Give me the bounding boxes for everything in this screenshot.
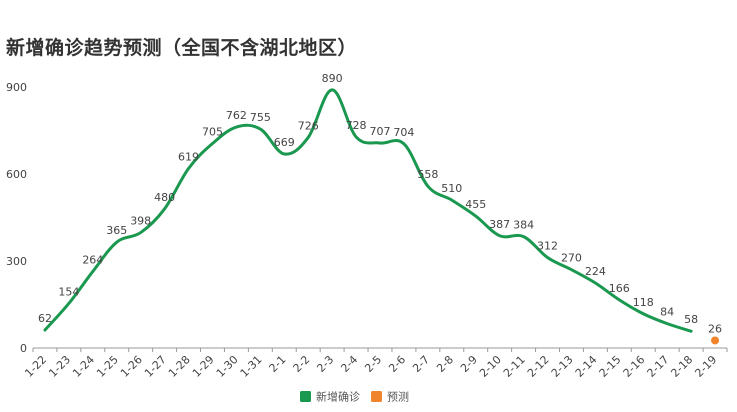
data-label: 365 [106,224,127,237]
series-layer [43,88,720,345]
legend-item[interactable]: 新增确诊 [300,390,360,404]
x-tick-label: 2-1 [267,353,289,375]
data-label: 455 [465,198,486,211]
data-label: 224 [585,265,606,278]
x-tick-label: 2-12 [525,353,552,380]
x-tick-label: 1-24 [70,353,97,380]
y-tick-label: 300 [6,255,27,268]
x-tick-label: 1-31 [238,353,265,380]
data-label: 728 [346,119,367,132]
x-tick-label: 2-19 [692,353,719,380]
data-label: 726 [298,119,319,132]
legend[interactable]: 新增确诊 预测 [300,390,409,404]
x-tick-label: 1-28 [166,353,193,380]
data-label: 762 [226,109,247,122]
data-label: 890 [322,72,343,85]
x-tick-label: 2-18 [668,353,695,380]
data-label: 62 [38,312,52,325]
x-tick-label: 2-11 [501,353,528,380]
x-tick-label: 1-25 [94,353,121,380]
y-tick-label: 900 [6,81,27,94]
data-label: 619 [178,150,199,163]
x-tick-label: 1-27 [142,353,169,380]
x-tick-label: 2-17 [645,353,672,380]
data-label: 707 [370,125,391,138]
legend-label: 新增确诊 [316,390,360,404]
data-label: 384 [513,219,534,232]
y-tick-label: 600 [6,168,27,181]
data-label: 270 [561,252,582,265]
x-tick-label: 2-15 [597,353,624,380]
x-tick-label: 2-6 [386,353,408,375]
x-tick-label: 1-29 [190,353,217,380]
data-label: 166 [609,282,630,295]
chart-title: 新增确诊趋势预测（全国不含湖北地区） [6,37,358,59]
x-tick-label: 2-2 [291,353,313,375]
y-tick-label: 0 [20,342,27,355]
legend-item[interactable]: 预测 [371,391,409,404]
x-axis: 1-221-231-241-251-261-271-281-291-301-31… [22,347,728,380]
x-tick-label: 1-22 [22,353,49,380]
data-label: 558 [417,168,438,181]
data-label: 510 [441,182,462,195]
data-label: 118 [633,296,654,309]
data-label: 704 [393,126,414,139]
x-tick-label: 2-5 [362,353,384,375]
x-tick-label: 2-8 [434,353,456,375]
x-tick-label: 2-16 [621,353,648,380]
x-tick-label: 2-14 [573,353,600,380]
legend-label: 预测 [387,391,409,404]
x-tick-label: 2-7 [410,353,432,375]
x-tick-label: 1-26 [118,353,145,380]
legend-swatch [300,391,311,402]
data-label: 387 [489,218,510,231]
data-label: 154 [58,285,79,298]
forecast-point [711,336,720,345]
data-label: 705 [202,126,223,139]
data-label: 755 [250,111,271,124]
data-label: 398 [130,215,151,228]
data-label: 480 [154,191,175,204]
x-tick-label: 1-23 [46,353,73,380]
legend-swatch [371,391,382,402]
data-label: 264 [82,253,103,266]
y-axis: 0 300 600 900 [6,81,27,355]
series-line-actual [43,88,693,333]
data-label: 669 [274,136,295,149]
data-label: 312 [537,240,558,253]
x-tick-label: 2-3 [314,353,336,375]
x-tick-label: 2-13 [549,353,576,380]
forecast-label: 26 [708,322,722,335]
x-tick-label: 2-10 [477,353,504,380]
data-label: 58 [684,313,698,326]
x-tick-label: 1-30 [214,353,241,380]
data-label: 84 [660,306,674,319]
x-tick-label: 2-4 [338,353,360,375]
